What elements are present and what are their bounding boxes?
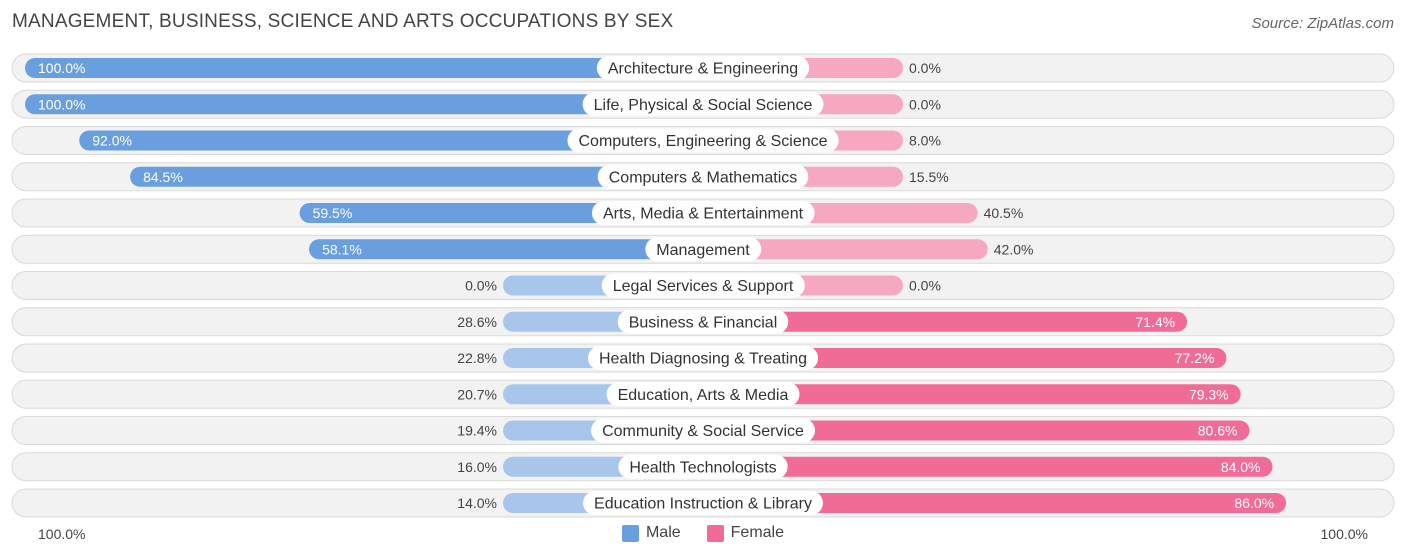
chart-row: Arts, Media & Entertainment 59.5% 40.5% (11, 198, 1395, 228)
female-value-label: 0.0% (909, 278, 941, 294)
male-value-label: 58.1% (322, 241, 362, 257)
category-label-pill (587, 346, 819, 370)
category-label-pill (583, 491, 823, 515)
male-value-label: 92.0% (92, 133, 132, 149)
chart-row: Education Instruction & Library 14.0% 86.0… (11, 488, 1395, 518)
category-label: Life, Physical & Social Science (594, 97, 813, 114)
chart-title: MANAGEMENT, BUSINESS, SCIENCE AND ARTS O… (12, 11, 674, 32)
female-bar (703, 456, 1273, 477)
category-label-pill (601, 273, 805, 298)
chart-row: Computers & Mathematics 84.5% 15.5% (11, 162, 1395, 192)
male-value-label: 20.7% (457, 386, 497, 402)
male-bar (25, 94, 703, 115)
legend: Male Female (0, 524, 1406, 542)
axis-left-label: 100.0% (38, 526, 86, 542)
male-swatch (621, 524, 639, 542)
chart-row: Management 58.1% 42.0% (11, 234, 1395, 264)
female-value-label: 80.6% (1198, 423, 1238, 439)
female-value-label: 42.0% (994, 241, 1034, 257)
category-label-pill (597, 164, 809, 189)
male-value-label: 16.0% (457, 459, 497, 475)
legend-item-male[interactable]: Male (621, 524, 681, 542)
female-bar (703, 493, 1287, 513)
female-value-label: 0.0% (909, 60, 941, 76)
female-bar (703, 311, 1188, 332)
chart-row: Health Diagnosing & Treating 22.8% 77.2% (11, 343, 1395, 373)
male-value-label: 0.0% (465, 278, 497, 294)
male-value-label: 100.0% (38, 60, 85, 76)
category-label: Community & Social Service (602, 423, 804, 440)
female-value-label: 0.0% (909, 96, 941, 112)
female-value-label: 15.5% (909, 169, 949, 185)
chart-row: Computers, Engineering & Science 92.0% 8.0… (11, 126, 1395, 155)
category-label: Health Diagnosing & Treating (599, 351, 807, 368)
male-bar (130, 166, 704, 187)
female-bar (703, 239, 988, 260)
category-label-pill (591, 201, 815, 225)
female-bar (703, 348, 1227, 368)
female-value-label: 84.0% (1221, 459, 1261, 475)
female-value-label: 8.0% (909, 133, 941, 149)
source-label: Source: ZipAtlas.com (1251, 15, 1394, 32)
chart-row: Architecture & Engineering 100.0% 0.0% (11, 53, 1395, 83)
female-value-label: 86.0% (1234, 495, 1274, 511)
category-label: Education, Arts & Media (618, 387, 789, 404)
category-label-pill (606, 382, 800, 407)
male-bar (79, 130, 704, 151)
category-label: Architecture & Engineering (608, 61, 798, 78)
category-label: Management (656, 242, 750, 259)
male-bar (309, 239, 703, 260)
category-label: Education Instruction & Library (594, 496, 812, 513)
category-label: Computers, Engineering & Science (578, 133, 827, 150)
axis-right-label: 100.0% (1320, 526, 1368, 542)
legend-label-female: Female (730, 524, 785, 541)
category-label-pill (582, 92, 824, 117)
female-value-label: 71.4% (1135, 314, 1175, 330)
male-value-label: 14.0% (457, 495, 497, 511)
chart-row: Business & Financial 28.6% 71.4% (11, 307, 1395, 337)
female-value-label: 79.3% (1189, 386, 1229, 402)
male-value-label: 28.6% (457, 314, 497, 330)
chart-row: Education, Arts & Media 20.7% 79.3% (11, 379, 1395, 409)
female-value-label: 77.2% (1175, 350, 1215, 366)
category-label: Arts, Media & Entertainment (603, 206, 804, 223)
female-bar (703, 420, 1250, 441)
category-label-pill (617, 309, 789, 334)
legend-label-male: Male (645, 524, 681, 541)
chart-row: Life, Physical & Social Science 100.0% 0.0… (11, 89, 1395, 119)
category-label: Legal Services & Support (613, 278, 794, 295)
chart-row: Community & Social Service 19.4% 80.6% (11, 416, 1395, 445)
male-value-label: 84.5% (143, 169, 183, 185)
female-value-label: 40.5% (984, 205, 1024, 221)
category-label: Computers & Mathematics (609, 169, 798, 186)
male-value-label: 59.5% (313, 205, 353, 221)
legend-item-female[interactable]: Female (706, 524, 785, 542)
male-value-label: 22.8% (457, 350, 497, 366)
male-bar (25, 58, 703, 78)
female-swatch (706, 524, 724, 542)
category-label-pill (596, 56, 810, 80)
male-value-label: 19.4% (457, 423, 497, 439)
female-bar (703, 384, 1241, 405)
category-label-pill (645, 237, 762, 262)
category-label: Business & Financial (629, 314, 778, 331)
category-label-pill (567, 128, 839, 153)
male-value-label: 100.0% (38, 96, 85, 112)
category-label-pill (591, 418, 816, 443)
category-label-pill (618, 454, 788, 479)
category-label: Health Technologists (629, 459, 776, 476)
chart-row: Legal Services & Support 0.0% 0.0% (11, 271, 1395, 300)
chart-row: Health Technologists 16.0% 84.0% (11, 452, 1395, 482)
